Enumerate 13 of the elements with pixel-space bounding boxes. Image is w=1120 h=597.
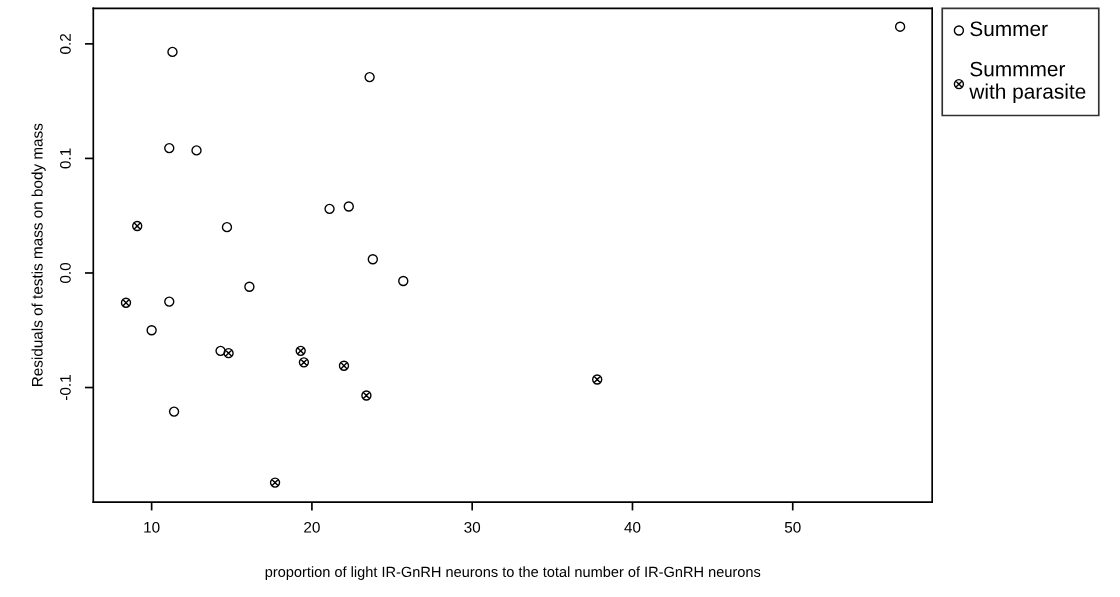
x-tick-label: 50	[784, 521, 801, 533]
legend-label: Summmer with parasite	[969, 61, 1086, 103]
x-axis-title: proportion of light IR-GnRH neurons to the total number of IR-GnRH neurons	[265, 566, 761, 580]
x-tick-label: 30	[464, 521, 481, 533]
y-tick-label: 0.1	[60, 148, 71, 169]
y-tick-label: -0.1	[60, 375, 71, 401]
y-axis-title: Residuals of testis mass on body mass	[31, 123, 46, 386]
legend-label: Summer	[970, 21, 1048, 37]
y-tick-label: 0.0	[60, 262, 71, 283]
x-tick-label: 40	[624, 521, 641, 533]
y-tick-label: 0.2	[60, 34, 71, 54]
x-tick-label: 20	[304, 521, 320, 533]
x-tick-label: 10	[144, 521, 160, 533]
